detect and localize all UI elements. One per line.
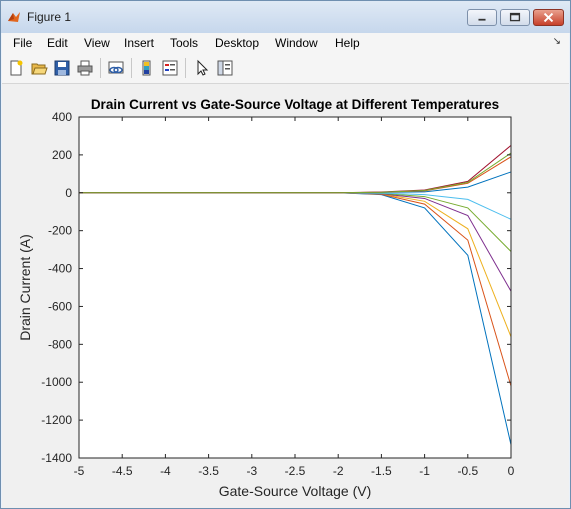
minimize-icon: [478, 18, 486, 21]
window-title: Figure 1: [27, 10, 72, 24]
figure-toolbar: [2, 53, 569, 84]
menu-desktop[interactable]: Desktop: [215, 36, 260, 50]
matlab-logo-icon: [8, 12, 20, 22]
x-tick-label: -2: [333, 464, 344, 478]
toolbar-separator: [185, 58, 186, 78]
y-tick-label: -1400: [41, 451, 72, 465]
open-file-icon[interactable]: [30, 59, 48, 77]
x-tick-label: -0.5: [457, 464, 478, 478]
save-icon[interactable]: [53, 59, 71, 77]
y-axis-label: Drain Current (A): [17, 234, 33, 341]
x-tick-label: -4.5: [112, 464, 133, 478]
menu-help[interactable]: Help: [335, 36, 360, 50]
menu-window[interactable]: Window: [275, 36, 318, 50]
close-icon: [543, 12, 554, 23]
x-tick-label: -3.5: [198, 464, 219, 478]
x-tick-label: 0: [508, 464, 515, 478]
y-tick-label: -1000: [41, 375, 72, 389]
y-tick-label: 200: [52, 148, 72, 162]
x-tick-label: -5: [74, 464, 85, 478]
new-figure-icon[interactable]: [7, 59, 25, 77]
y-tick-label: -200: [48, 224, 72, 238]
menu-bar: File Edit View Insert Tools Desktop Wind…: [2, 33, 569, 53]
y-tick-label: -600: [48, 299, 72, 313]
close-button[interactable]: [533, 9, 564, 26]
x-tick-label: -2.5: [285, 464, 306, 478]
x-tick-label: -3: [246, 464, 257, 478]
print-icon[interactable]: [76, 59, 94, 77]
toolbar-separator: [131, 58, 132, 78]
plot-area-background: [79, 117, 511, 458]
menu-tools[interactable]: Tools: [170, 36, 199, 50]
toolbar-separator: [100, 58, 101, 78]
y-tick-label: -1200: [41, 413, 72, 427]
insert-legend-icon[interactable]: [161, 59, 179, 77]
x-tick-label: -1.5: [371, 464, 392, 478]
menu-file[interactable]: File: [13, 36, 33, 50]
title-bar[interactable]: Figure 1: [1, 1, 570, 33]
link-plot-icon[interactable]: [107, 59, 125, 77]
maximize-icon: [509, 12, 521, 22]
x-axis-label: Gate-Source Voltage (V): [219, 483, 372, 499]
insert-colorbar-icon[interactable]: [138, 59, 156, 77]
minimize-button[interactable]: [467, 9, 497, 26]
x-tick-label: -1: [419, 464, 430, 478]
y-tick-label: 400: [52, 110, 72, 124]
menu-view[interactable]: View: [84, 36, 110, 50]
chart-title: Drain Current vs Gate-Source Voltage at …: [91, 97, 499, 112]
show-plot-tools-icon[interactable]: [216, 59, 234, 77]
series-line-10: [79, 152, 512, 194]
dock-arrow-icon[interactable]: ↘: [552, 36, 561, 47]
menu-insert[interactable]: Insert: [124, 36, 155, 50]
y-tick-label: -400: [48, 262, 72, 276]
figure-canvas: -5 -4.5 -4 -3.5 -3 -2.5 -2 -1.5 -1 -0.5 0 400 200 0 -2…: [2, 84, 569, 508]
y-tick-label: 0: [65, 186, 72, 200]
plot-axes[interactable]: -5 -4.5 -4 -3.5 -3 -2.5 -2 -1.5 -1 -0.5 0 400 200 0 -2…: [2, 84, 569, 508]
y-tick-label: -800: [48, 337, 72, 351]
edit-plot-arrow-icon[interactable]: [193, 59, 211, 77]
x-tick-label: -4: [160, 464, 171, 478]
menu-edit[interactable]: Edit: [47, 36, 68, 50]
maximize-button[interactable]: [500, 9, 530, 26]
